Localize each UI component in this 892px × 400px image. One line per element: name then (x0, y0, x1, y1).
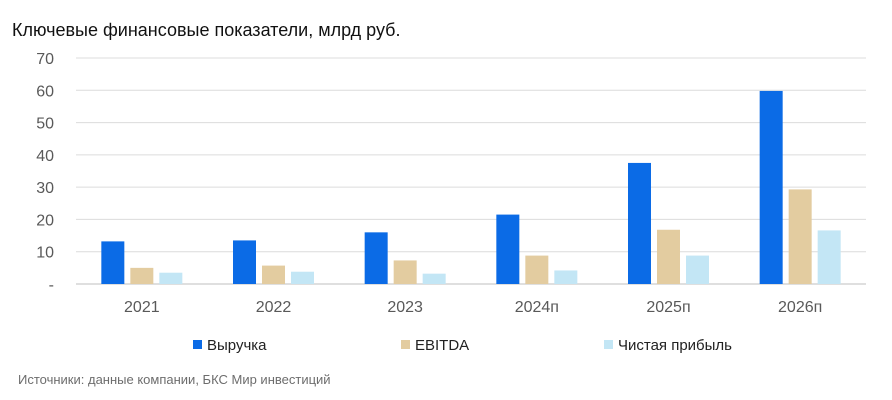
y-axis-ticks: - 10 20 30 40 50 60 70 (36, 51, 54, 294)
y-tick-label: 20 (36, 212, 54, 229)
legend-swatch (193, 340, 202, 349)
bar (628, 162, 651, 284)
x-category-label: 2026п (778, 299, 822, 316)
legend-label: Чистая прибыль (618, 337, 732, 354)
legend-label: EBITDA (415, 337, 469, 354)
bar (291, 271, 314, 284)
bar (554, 270, 578, 284)
bar (159, 272, 183, 284)
bar (130, 267, 154, 284)
bar (788, 189, 812, 284)
bar (657, 229, 680, 284)
y-tick-label: 30 (36, 180, 54, 197)
bar (101, 241, 125, 284)
bar (233, 240, 256, 284)
y-tick-label: 60 (36, 83, 54, 100)
y-tick-label: 10 (36, 245, 54, 262)
chart-title: Ключевые финансовые показатели, млрд руб… (12, 20, 401, 40)
bar (364, 232, 388, 284)
legend-label: Выручка (207, 337, 267, 354)
bar (496, 214, 520, 284)
y-tick-label: 40 (36, 148, 54, 165)
bar (686, 255, 709, 284)
bar (393, 260, 417, 284)
bar (759, 90, 783, 284)
x-category-label: 2023 (387, 299, 423, 316)
y-tick-label: 50 (36, 116, 54, 133)
bar (262, 265, 285, 284)
bars (101, 90, 841, 284)
x-category-label: 2022 (256, 299, 292, 316)
x-axis-categories: 2021 2022 2023 2024п 2025п 2026п (124, 299, 822, 316)
legend-swatch (401, 340, 410, 349)
y-tick-label: - (49, 277, 54, 294)
legend-swatch (604, 340, 613, 349)
gridlines (76, 57, 866, 285)
x-category-label: 2021 (124, 299, 160, 316)
bar (422, 273, 446, 284)
legend: Выручка EBITDA Чистая прибыль (193, 337, 732, 354)
x-category-label: 2025п (646, 299, 690, 316)
y-tick-label: 70 (36, 51, 54, 68)
x-category-label: 2024п (515, 299, 559, 316)
source-note: Источники: данные компании, БКС Мир инве… (18, 372, 331, 387)
bar (817, 230, 841, 284)
bar (525, 255, 549, 284)
